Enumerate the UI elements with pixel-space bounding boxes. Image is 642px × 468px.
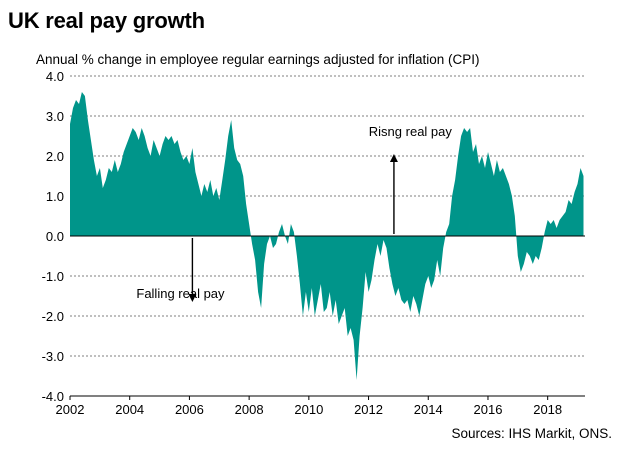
y-tick-label: -4.0 (42, 389, 64, 404)
x-axis (69, 235, 585, 400)
x-tick-label: 2016 (474, 402, 503, 417)
y-tick-labels: 4.0 3.0 2.0 1.0 0.0 -1.0 -2.0 -3.0 -4.0 (42, 69, 64, 404)
annotation-label: Falling real pay (136, 286, 225, 301)
annotation-label: Risng real pay (369, 124, 453, 139)
x-tick-label: 2018 (533, 402, 562, 417)
chart-title: UK real pay growth (8, 8, 205, 33)
chart-source: Sources: IHS Markit, ONS. (451, 426, 612, 441)
y-tick-label: -2.0 (42, 309, 64, 324)
x-tick-label: 2002 (56, 402, 85, 417)
y-tick-label: -3.0 (42, 349, 64, 364)
x-tick-label: 2014 (414, 402, 443, 417)
x-tick-label: 2012 (354, 402, 383, 417)
y-tick-label: 2.0 (46, 149, 64, 164)
x-tick-labels: 2002 2004 2006 2008 2010 2012 2014 2016 2018 (56, 402, 563, 417)
x-tick-label: 2004 (115, 402, 144, 417)
y-tick-label: -1.0 (42, 269, 64, 284)
y-tick-label: 3.0 (46, 109, 64, 124)
y-tick-label: 4.0 (46, 69, 64, 84)
y-tick-label: 0.0 (46, 229, 64, 244)
y-tick-label: 1.0 (46, 189, 64, 204)
x-tick-label: 2010 (294, 402, 323, 417)
x-tick-label: 2006 (175, 402, 204, 417)
x-tick-label: 2008 (235, 402, 264, 417)
chart-subtitle: Annual % change in employee regular earn… (36, 52, 480, 67)
annotations: Risng real pay Falling real pay (136, 124, 453, 302)
